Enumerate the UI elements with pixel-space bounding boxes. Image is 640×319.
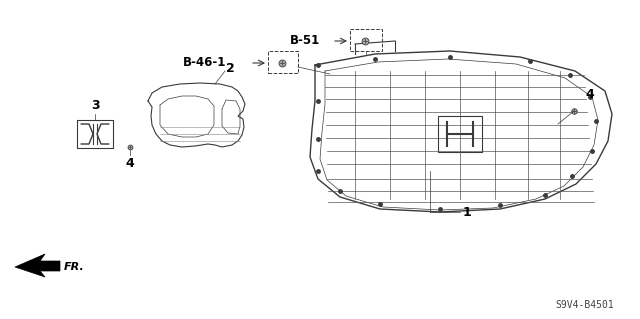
Polygon shape	[15, 254, 60, 277]
Text: 3: 3	[91, 99, 99, 112]
Text: FR.: FR.	[64, 262, 84, 272]
Text: B-51: B-51	[290, 34, 320, 48]
Bar	[350, 29, 382, 51]
Text: 1: 1	[463, 205, 472, 219]
Text: S9V4-B4501: S9V4-B4501	[555, 300, 614, 310]
Text: 4: 4	[125, 157, 134, 170]
Text: 4: 4	[585, 88, 594, 101]
Bar	[268, 51, 298, 73]
Bar	[77, 120, 113, 148]
Text: B-46-1: B-46-1	[182, 56, 226, 70]
Text: 2: 2	[226, 63, 235, 76]
Bar	[438, 116, 482, 152]
